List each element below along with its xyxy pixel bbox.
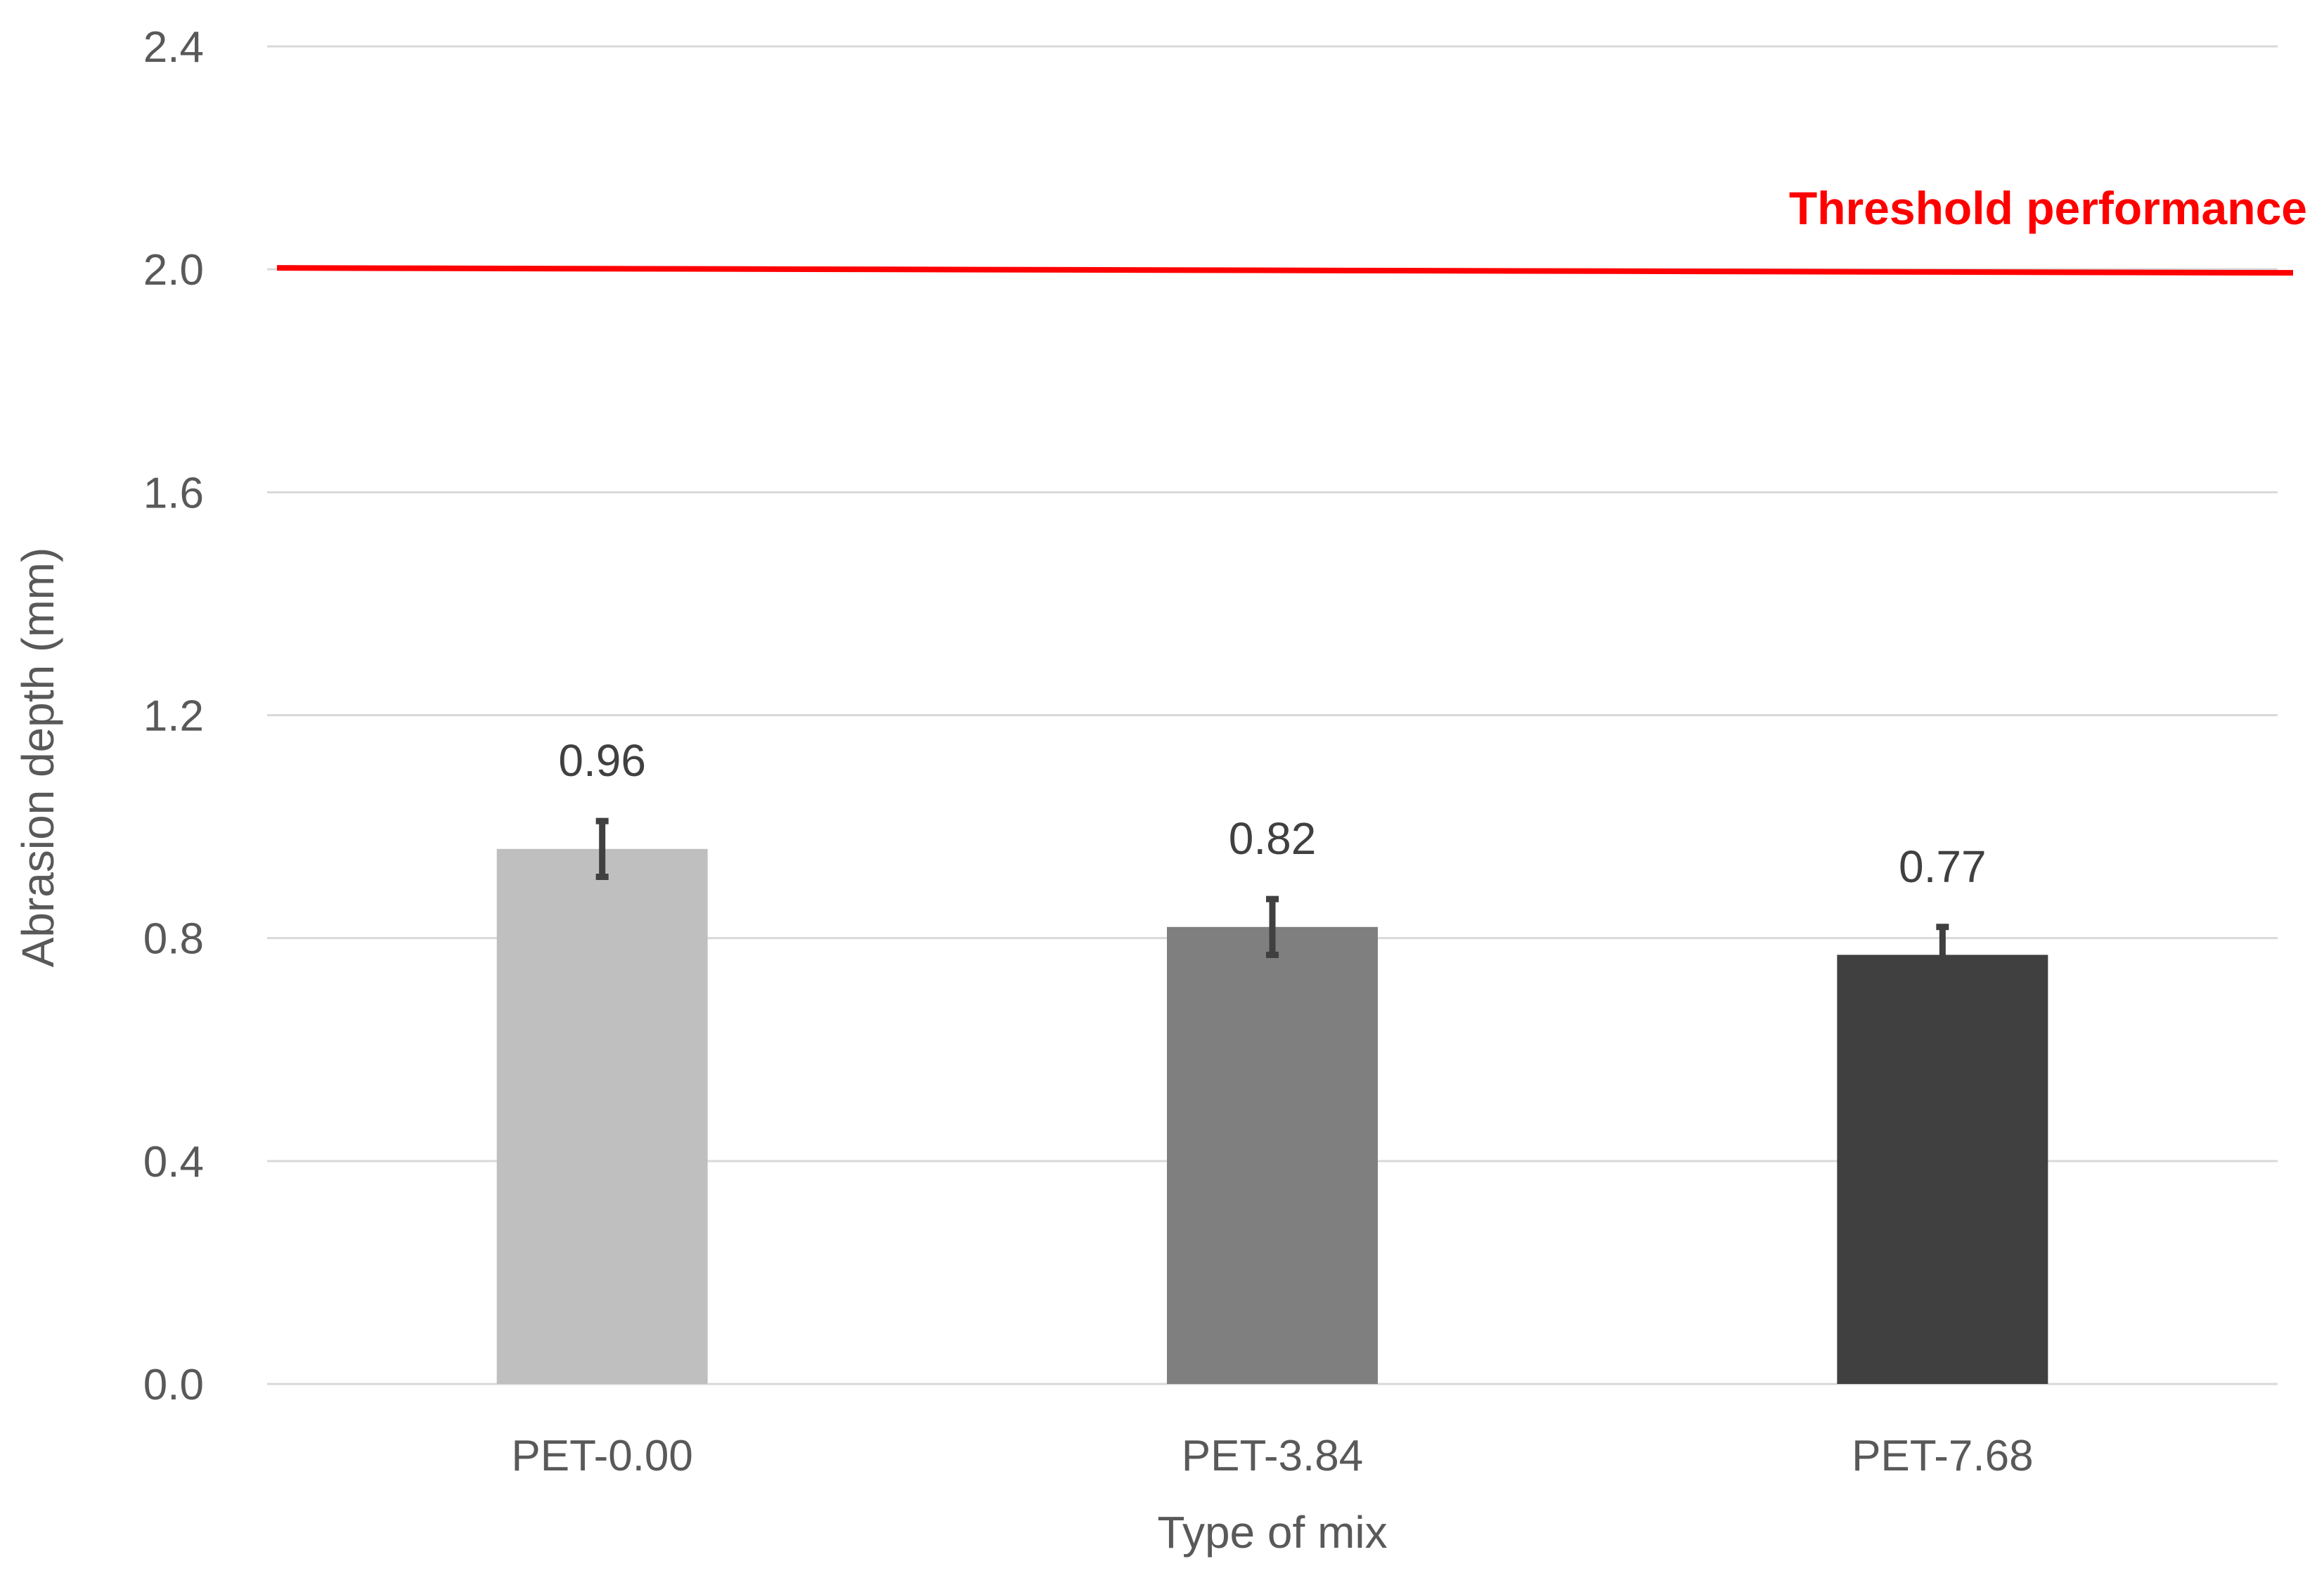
x-axis-ticks: PET-0.00 PET-3.84 PET-7.68 (511, 1432, 2033, 1480)
threshold: Threshold performance (276, 182, 2307, 276)
y-tick-label: 1.2 (143, 692, 204, 741)
data-label: 0.82 (1229, 813, 1317, 864)
bars (496, 848, 2048, 1384)
x-tick-label: PET-3.84 (1182, 1432, 1363, 1480)
y-axis-title: Abrasion depth (mm) (13, 548, 63, 968)
x-tick-label: PET-7.68 (1852, 1432, 2033, 1480)
y-tick-label: 2.0 (143, 246, 204, 295)
error-bars (595, 817, 1949, 986)
error-bar (595, 817, 609, 880)
bar-pet-3-84 (1167, 926, 1378, 1384)
y-axis-ticks: 0.0 0.4 0.8 1.2 1.6 2.0 2.4 (143, 23, 204, 1409)
x-tick-label: PET-0.00 (511, 1432, 692, 1480)
bar-pet-0-00 (496, 848, 708, 1384)
data-labels: 0.96 0.82 0.77 (558, 735, 1986, 892)
threshold-line (276, 265, 2294, 276)
y-tick-label: 0.4 (143, 1138, 204, 1186)
error-bar (1266, 895, 1279, 958)
threshold-label: Threshold performance (1789, 182, 2307, 234)
y-tick-label: 2.4 (143, 23, 204, 72)
y-tick-label: 1.6 (143, 469, 204, 517)
data-label: 0.96 (558, 735, 646, 786)
data-label: 0.77 (1899, 841, 1987, 892)
y-tick-label: 0.0 (143, 1361, 204, 1409)
bar-pet-7-68 (1837, 955, 2048, 1384)
y-tick-label: 0.8 (143, 915, 204, 964)
error-bar (1936, 924, 1949, 986)
x-axis-title: Type of mix (1157, 1507, 1387, 1558)
